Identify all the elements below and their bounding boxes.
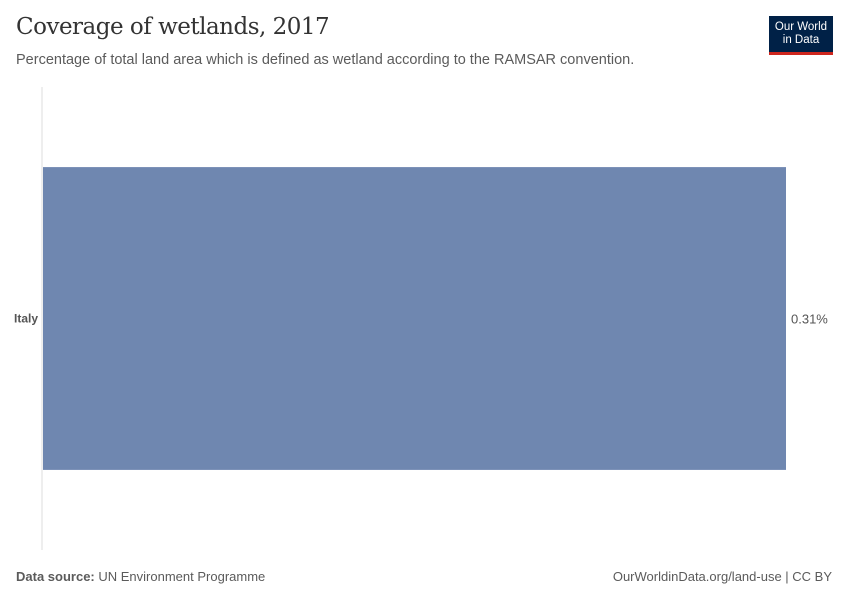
data-source: Data source: UN Environment Programme <box>16 569 265 584</box>
value-label: 0.31% <box>791 312 828 327</box>
chart-subtitle: Percentage of total land area which is d… <box>16 52 635 68</box>
logo-line-2: in Data <box>782 34 820 46</box>
category-label: Italy <box>14 312 38 326</box>
footer-url[interactable]: OurWorldinData.org/land-use | CC BY <box>612 569 832 584</box>
data-source-label: Data source: <box>16 569 95 584</box>
chart-title: Coverage of wetlands, 2017 <box>16 14 330 40</box>
bar-italy[interactable] <box>43 167 786 470</box>
owid-logo[interactable]: Our World in Data <box>769 16 833 55</box>
logo-line-1: Our World <box>774 21 828 33</box>
data-source-value[interactable]: UN Environment Programme <box>98 569 266 584</box>
